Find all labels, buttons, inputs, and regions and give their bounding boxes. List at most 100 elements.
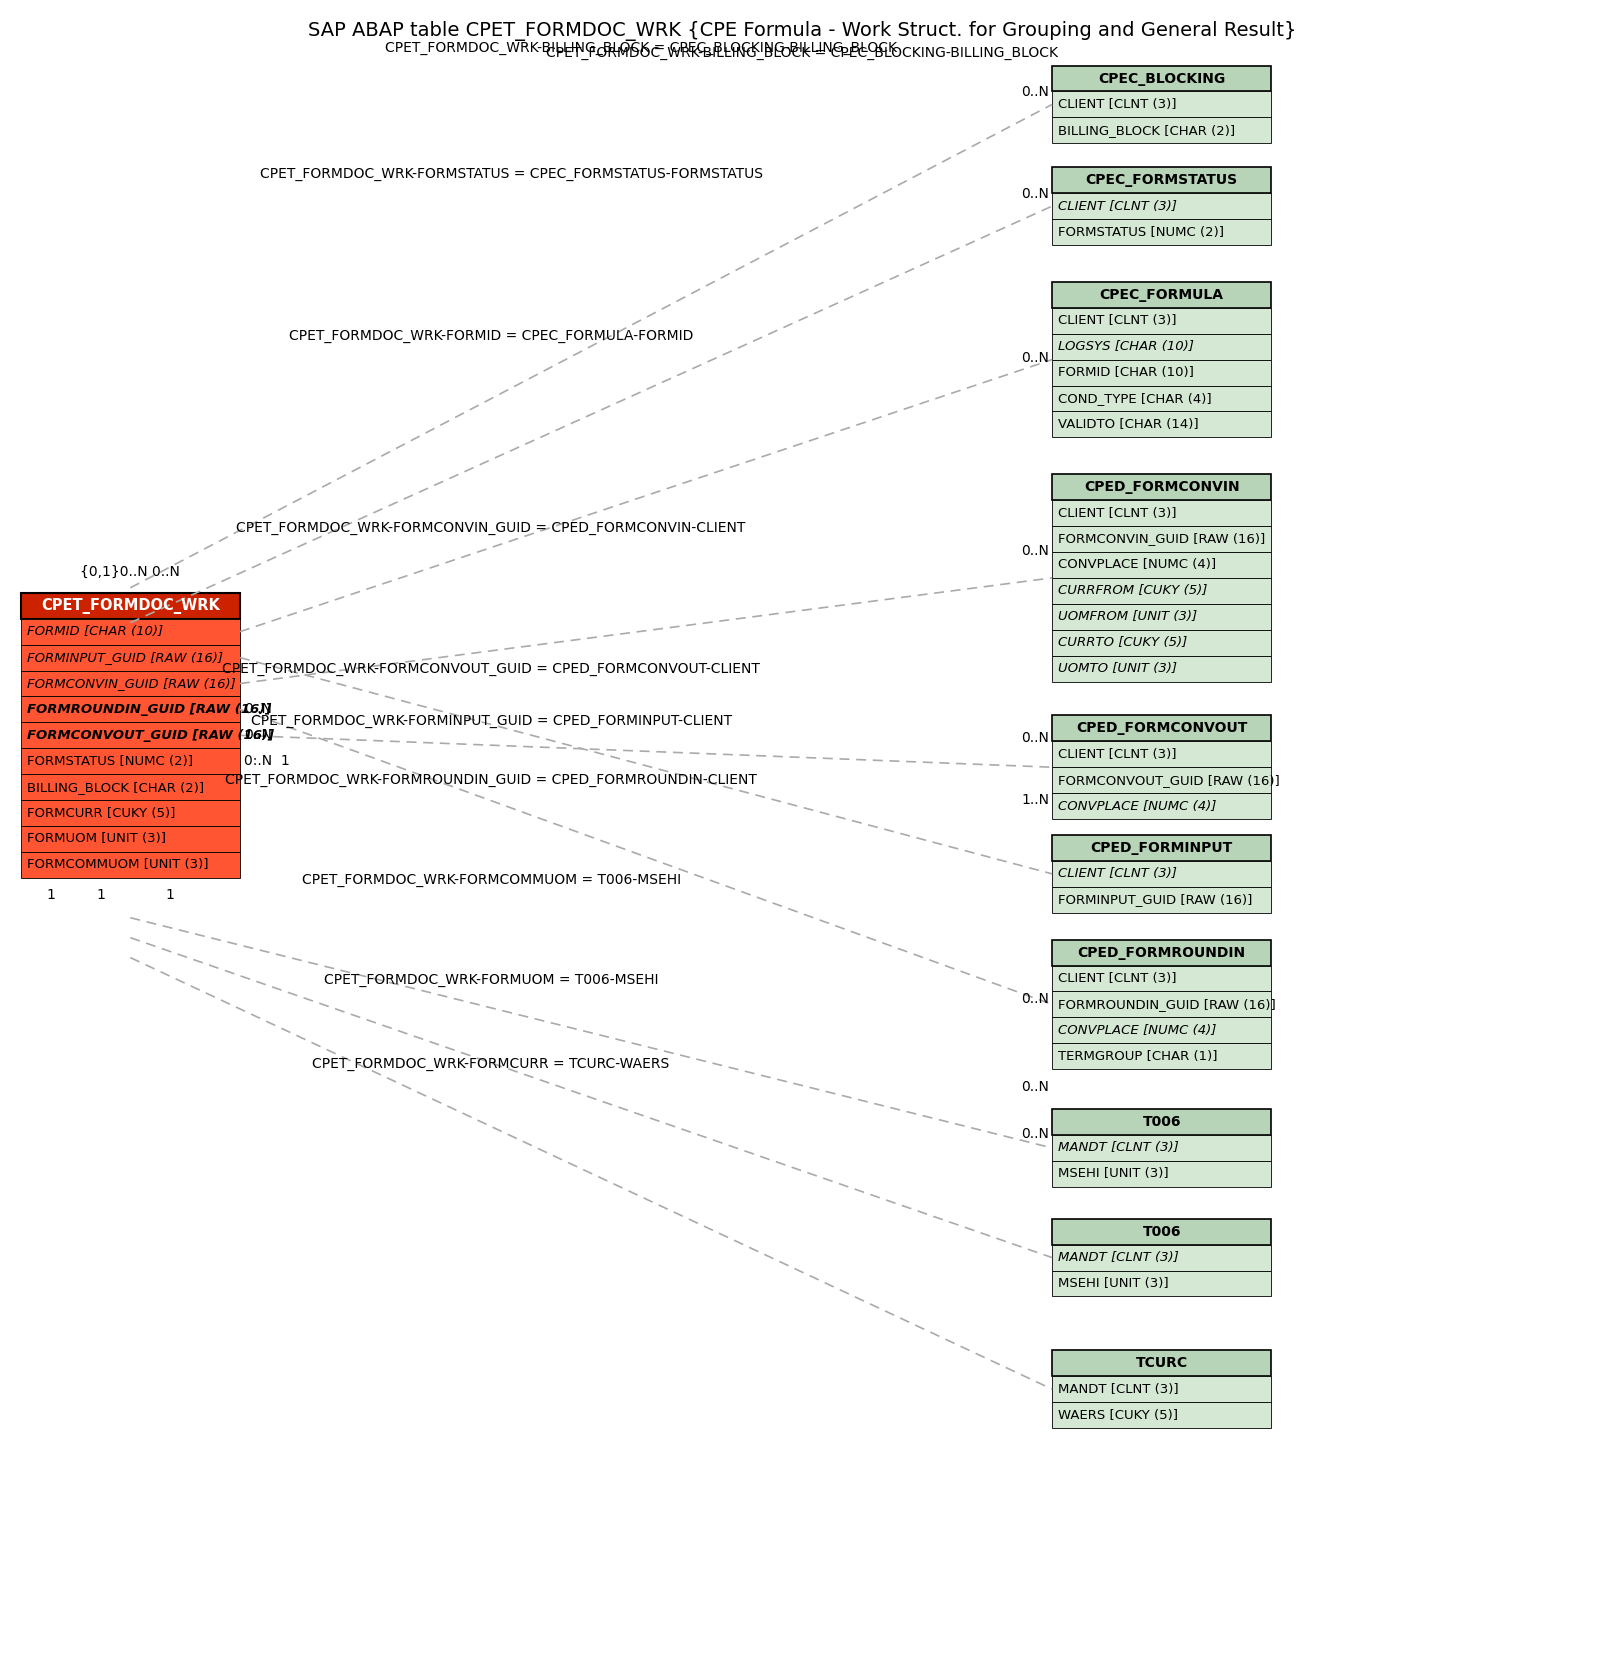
Text: FORMINPUT_GUID [RAW (16)]: FORMINPUT_GUID [RAW (16)] [27, 652, 223, 663]
Text: CURRTO [CUKY (5)]: CURRTO [CUKY (5)] [1059, 637, 1187, 648]
Text: 0:.N  1: 0:.N 1 [244, 754, 290, 769]
Text: MSEHI [UNIT (3)]: MSEHI [UNIT (3)] [1059, 1168, 1169, 1180]
Text: FORMCONVIN_GUID [RAW (16)]: FORMCONVIN_GUID [RAW (16)] [1059, 533, 1266, 545]
Text: CPET_FORMDOC_WRK-BILLING_BLOCK = CPEC_BLOCKING-BILLING_BLOCK: CPET_FORMDOC_WRK-BILLING_BLOCK = CPEC_BL… [545, 45, 1059, 60]
Bar [21, 800, 241, 825]
Text: CLIENT [CLNT (3)]: CLIENT [CLNT (3)] [1059, 867, 1177, 881]
Text: CURRFROM [CUKY (5)]: CURRFROM [CUKY (5)] [1059, 585, 1208, 597]
Text: 0..N: 0..N [1022, 187, 1049, 201]
Text: CLIENT [CLNT (3)]: CLIENT [CLNT (3)] [1059, 314, 1177, 328]
Bar [1052, 630, 1272, 655]
Bar [21, 618, 241, 645]
Text: 0..N: 0..N [1022, 732, 1049, 745]
Text: CONVPLACE [NUMC (4)]: CONVPLACE [NUMC (4)] [1059, 800, 1216, 812]
Text: CLIENT [CLNT (3)]: CLIENT [CLNT (3)] [1059, 747, 1177, 760]
Bar [1052, 991, 1272, 1018]
Text: 0..N: 0..N [1022, 545, 1049, 558]
Bar [1052, 794, 1272, 819]
Bar [1052, 1377, 1272, 1402]
Bar [1052, 282, 1272, 307]
Bar [1052, 117, 1272, 144]
Text: CPET_FORMDOC_WRK-BILLING_BLOCK = CPEC_BLOCKING-BILLING_BLOCK: CPET_FORMDOC_WRK-BILLING_BLOCK = CPEC_BL… [385, 40, 897, 55]
Bar [1052, 307, 1272, 334]
Bar [1052, 1270, 1272, 1297]
Bar [1052, 578, 1272, 603]
Text: 0..N: 0..N [1022, 993, 1049, 1006]
Bar [1052, 1018, 1272, 1043]
Bar [21, 670, 241, 697]
Text: COND_TYPE [CHAR (4)]: COND_TYPE [CHAR (4)] [1059, 393, 1211, 404]
Bar [1052, 1218, 1272, 1245]
Text: CPEC_FORMSTATUS: CPEC_FORMSTATUS [1086, 174, 1238, 187]
Text: 1..N: 1..N [1022, 794, 1049, 807]
Text: FORMCONVIN_GUID [RAW (16)]: FORMCONVIN_GUID [RAW (16)] [27, 677, 236, 690]
Text: FORMINPUT_GUID [RAW (16)]: FORMINPUT_GUID [RAW (16)] [1059, 894, 1253, 906]
Text: 0..N: 0..N [244, 729, 271, 742]
Text: CPED_FORMINPUT: CPED_FORMINPUT [1091, 841, 1233, 856]
Bar [1052, 194, 1272, 219]
Text: MANDT [CLNT (3)]: MANDT [CLNT (3)] [1059, 1382, 1179, 1395]
Bar [21, 852, 241, 877]
Bar [1052, 742, 1272, 767]
Text: FORMUOM [UNIT (3)]: FORMUOM [UNIT (3)] [27, 832, 165, 846]
Text: T006: T006 [1142, 1115, 1181, 1130]
Bar [1052, 411, 1272, 438]
Bar [1052, 526, 1272, 551]
Text: CPEC_FORMULA: CPEC_FORMULA [1100, 287, 1224, 302]
Bar [1052, 359, 1272, 386]
Bar [1052, 1110, 1272, 1135]
Bar [1052, 887, 1272, 912]
Bar [1052, 1402, 1272, 1429]
Text: 0..N: 0..N [1022, 85, 1049, 100]
Text: SAP ABAP table CPET_FORMDOC_WRK {CPE Formula - Work Struct. for Grouping and Gen: SAP ABAP table CPET_FORMDOC_WRK {CPE For… [308, 20, 1296, 40]
Bar [1052, 861, 1272, 887]
Text: 1: 1 [47, 887, 55, 902]
Text: BILLING_BLOCK [CHAR (2)]: BILLING_BLOCK [CHAR (2)] [1059, 124, 1235, 137]
Text: 1: 1 [165, 887, 175, 902]
Text: FORMSTATUS [NUMC (2)]: FORMSTATUS [NUMC (2)] [27, 755, 192, 767]
Bar [21, 825, 241, 852]
Bar [1052, 551, 1272, 578]
Text: CPET_FORMDOC_WRK: CPET_FORMDOC_WRK [40, 598, 220, 613]
Bar [1052, 500, 1272, 526]
Text: FORMROUNDIN_GUID [RAW (16)]: FORMROUNDIN_GUID [RAW (16)] [1059, 998, 1275, 1011]
Bar [21, 722, 241, 749]
Text: WAERS [CUKY (5)]: WAERS [CUKY (5)] [1059, 1409, 1177, 1422]
Bar [1052, 1350, 1272, 1377]
Text: CPET_FORMDOC_WRK-FORMUOM = T006-MSEHI: CPET_FORMDOC_WRK-FORMUOM = T006-MSEHI [324, 973, 658, 986]
Text: 0..N: 0..N [244, 702, 271, 717]
Text: FORMID [CHAR (10)]: FORMID [CHAR (10)] [1059, 366, 1193, 379]
Text: CPET_FORMDOC_WRK-FORMSTATUS = CPEC_FORMSTATUS-FORMSTATUS: CPET_FORMDOC_WRK-FORMSTATUS = CPEC_FORMS… [260, 167, 762, 180]
Bar [1052, 1245, 1272, 1270]
Text: CPET_FORMDOC_WRK-FORMCONVIN_GUID = CPED_FORMCONVIN-CLIENT: CPET_FORMDOC_WRK-FORMCONVIN_GUID = CPED_… [236, 521, 746, 535]
Text: MANDT [CLNT (3)]: MANDT [CLNT (3)] [1059, 1252, 1179, 1263]
Text: TERMGROUP [CHAR (1)]: TERMGROUP [CHAR (1)] [1059, 1049, 1217, 1063]
Text: VALIDTO [CHAR (14)]: VALIDTO [CHAR (14)] [1059, 418, 1198, 431]
Text: 0..N: 0..N [1022, 1079, 1049, 1095]
Text: CPET_FORMDOC_WRK-FORMINPUT_GUID = CPED_FORMINPUT-CLIENT: CPET_FORMDOC_WRK-FORMINPUT_GUID = CPED_F… [250, 715, 731, 729]
Text: CLIENT [CLNT (3)]: CLIENT [CLNT (3)] [1059, 506, 1177, 520]
Text: CONVPLACE [NUMC (4)]: CONVPLACE [NUMC (4)] [1059, 1024, 1216, 1036]
Text: CPEC_BLOCKING: CPEC_BLOCKING [1099, 72, 1225, 85]
Bar [1052, 167, 1272, 194]
Text: 1: 1 [96, 887, 104, 902]
Text: UOMTO [UNIT (3)]: UOMTO [UNIT (3)] [1059, 662, 1177, 675]
Text: BILLING_BLOCK [CHAR (2)]: BILLING_BLOCK [CHAR (2)] [27, 780, 204, 794]
Bar [1052, 767, 1272, 794]
Text: CLIENT [CLNT (3)]: CLIENT [CLNT (3)] [1059, 99, 1177, 110]
Text: {0,1}0..N 0..N: {0,1}0..N 0..N [80, 565, 180, 578]
Text: CLIENT [CLNT (3)]: CLIENT [CLNT (3)] [1059, 973, 1177, 984]
Bar [1052, 715, 1272, 742]
Text: CPED_FORMCONVIN: CPED_FORMCONVIN [1084, 480, 1240, 495]
Text: FORMCONVOUT_GUID [RAW (16)]: FORMCONVOUT_GUID [RAW (16)] [27, 729, 274, 742]
Text: 0..N: 0..N [1022, 1126, 1049, 1141]
Text: MSEHI [UNIT (3)]: MSEHI [UNIT (3)] [1059, 1277, 1169, 1290]
Text: CPET_FORMDOC_WRK-FORMCOMMUOM = T006-MSEHI: CPET_FORMDOC_WRK-FORMCOMMUOM = T006-MSEH… [302, 872, 680, 887]
Bar [1052, 386, 1272, 411]
Bar [1052, 603, 1272, 630]
Text: T006: T006 [1142, 1225, 1181, 1238]
Text: MANDT [CLNT (3)]: MANDT [CLNT (3)] [1059, 1141, 1179, 1155]
Text: FORMCOMMUOM [UNIT (3)]: FORMCOMMUOM [UNIT (3)] [27, 859, 209, 871]
Bar [1052, 836, 1272, 861]
Text: FORMCURR [CUKY (5)]: FORMCURR [CUKY (5)] [27, 807, 175, 819]
